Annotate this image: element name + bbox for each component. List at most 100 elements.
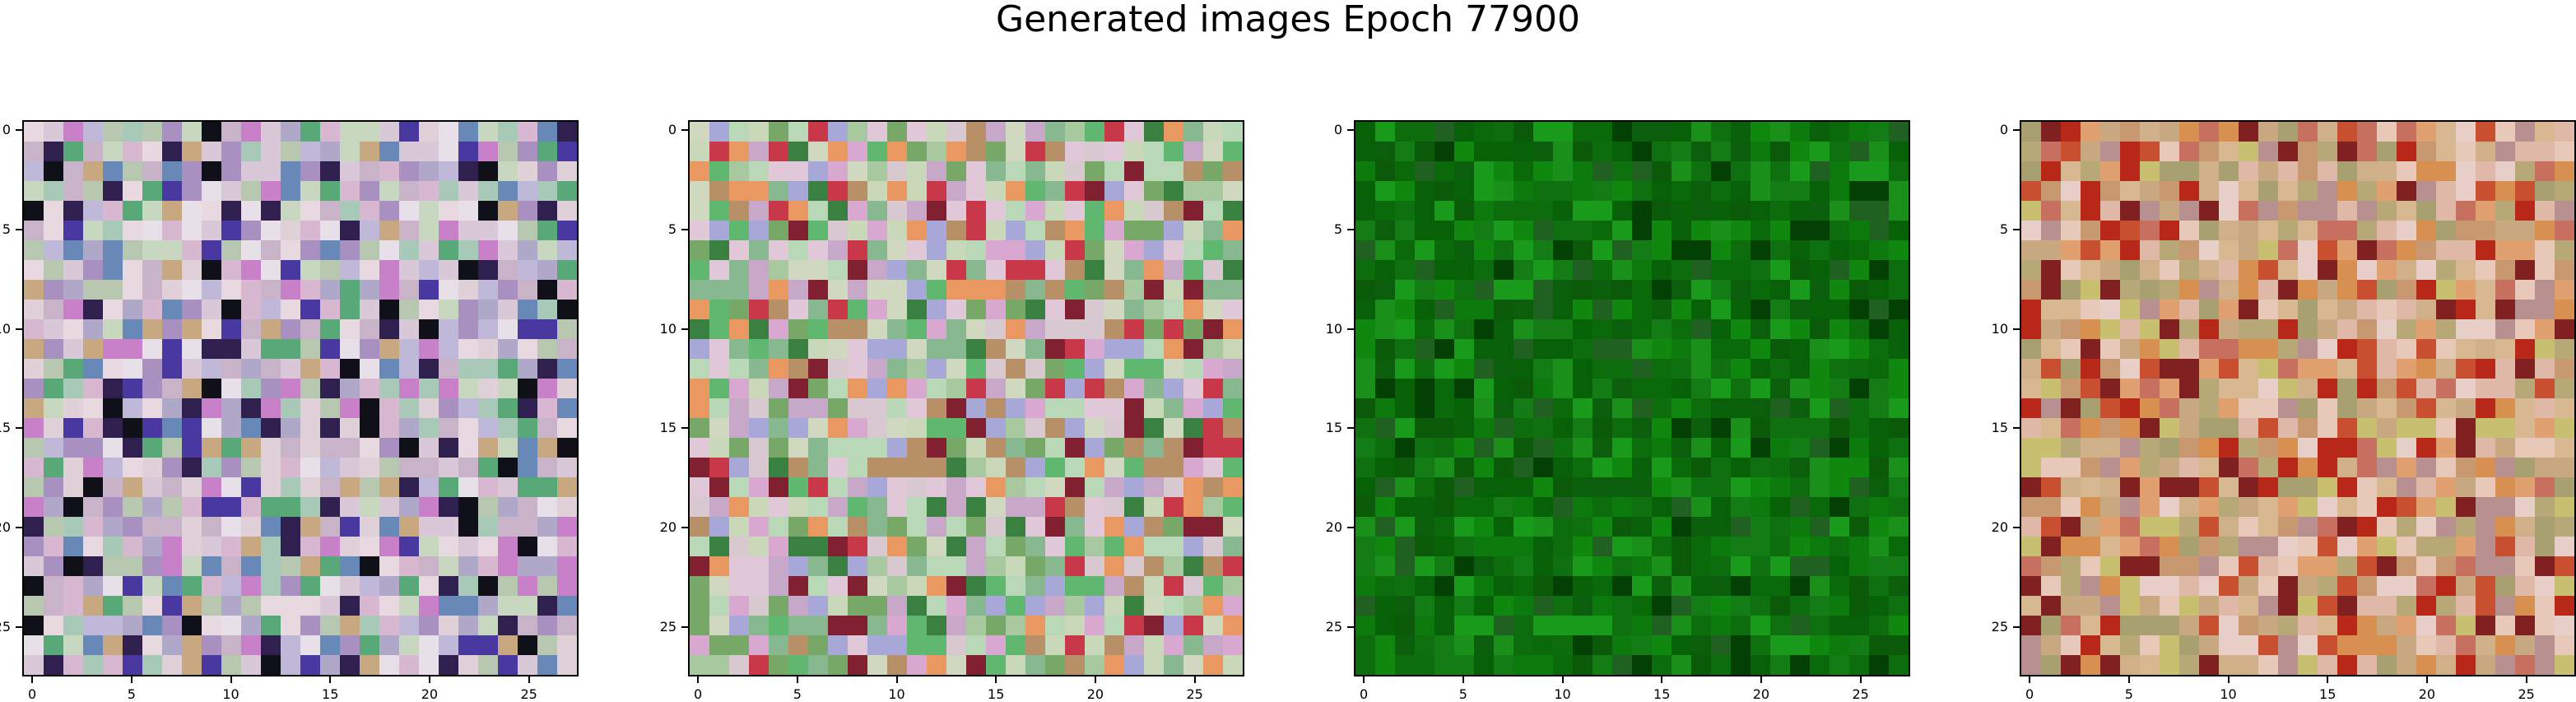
pixel-cell bbox=[1691, 596, 1712, 616]
pixel-cell bbox=[2041, 181, 2062, 202]
x-tick-mark bbox=[428, 676, 430, 683]
pixel-cell bbox=[2041, 339, 2062, 360]
pixel-cell bbox=[202, 122, 222, 142]
pixel-cell bbox=[2416, 418, 2437, 439]
pixel-cell bbox=[1514, 221, 1534, 241]
pixel-cell bbox=[1553, 517, 1574, 537]
pixel-cell bbox=[966, 319, 987, 340]
pixel-cell bbox=[2199, 339, 2220, 360]
pixel-cell bbox=[439, 142, 459, 162]
pixel-cell bbox=[1790, 221, 1811, 241]
pixel-cell bbox=[419, 418, 439, 439]
pixel-cell bbox=[162, 181, 183, 202]
pixel-cell bbox=[1474, 260, 1495, 281]
pixel-cell bbox=[1573, 556, 1593, 577]
pixel-cell bbox=[848, 635, 868, 656]
y-tick-label: 15 bbox=[0, 420, 11, 436]
pixel-cell bbox=[2258, 319, 2279, 340]
pixel-cell bbox=[2555, 240, 2574, 261]
pixel-cell bbox=[769, 359, 789, 379]
pixel-cell bbox=[1223, 181, 1243, 202]
pixel-cell bbox=[1415, 221, 1435, 241]
pixel-cell bbox=[749, 161, 770, 182]
pixel-cell bbox=[1203, 616, 1224, 636]
pixel-cell bbox=[1223, 398, 1243, 419]
pixel-cell bbox=[769, 418, 789, 439]
pixel-cell bbox=[946, 142, 967, 162]
pixel-cell bbox=[24, 201, 44, 221]
pixel-cell bbox=[1652, 537, 1672, 557]
pixel-cell bbox=[1183, 260, 1204, 281]
pixel-cell bbox=[1849, 458, 1870, 478]
pixel-cell bbox=[2120, 240, 2141, 261]
pixel-cell bbox=[2377, 635, 2397, 656]
pixel-cell bbox=[1810, 635, 1830, 656]
pixel-cell bbox=[1164, 319, 1184, 340]
pixel-cell bbox=[498, 319, 518, 340]
pixel-cell bbox=[498, 240, 518, 261]
pixel-cell bbox=[986, 418, 1007, 439]
pixel-cell bbox=[1612, 379, 1633, 399]
pixel-cell bbox=[360, 201, 380, 221]
pixel-cell bbox=[518, 161, 538, 182]
pixel-cell bbox=[2535, 655, 2555, 675]
pixel-cell bbox=[2456, 379, 2476, 399]
pixel-cell bbox=[946, 438, 967, 458]
pixel-cell bbox=[241, 517, 262, 537]
pixel-cell bbox=[828, 418, 849, 439]
pixel-cell bbox=[907, 280, 928, 300]
pixel-cell bbox=[2555, 635, 2574, 656]
pixel-cell bbox=[1751, 260, 1771, 281]
pixel-cell bbox=[1375, 655, 1396, 675]
pixel-cell bbox=[340, 339, 360, 360]
pixel-cell bbox=[2061, 379, 2081, 399]
pixel-cell bbox=[2456, 556, 2476, 577]
pixel-cell bbox=[1849, 576, 1870, 597]
pixel-cell bbox=[2100, 438, 2121, 458]
pixel-cell bbox=[2555, 537, 2574, 557]
pixel-cell bbox=[1124, 576, 1145, 597]
pixel-cell bbox=[537, 596, 558, 616]
pixel-cell bbox=[1144, 596, 1165, 616]
pixel-cell bbox=[24, 438, 44, 458]
pixel-cell bbox=[1514, 300, 1534, 320]
pixel-cell bbox=[24, 477, 44, 498]
pixel-cell bbox=[1085, 379, 1105, 399]
y-tick-label: 25 bbox=[0, 618, 11, 635]
pixel-cell bbox=[2199, 497, 2220, 518]
pixel-cell bbox=[162, 616, 183, 636]
x-tick-label: 5 bbox=[127, 686, 136, 702]
pixel-cell bbox=[1573, 221, 1593, 241]
pixel-cell bbox=[557, 458, 577, 478]
pixel-cell bbox=[2495, 359, 2516, 379]
x-tick-mark bbox=[2327, 676, 2329, 683]
pixel-cell bbox=[867, 260, 888, 281]
pixel-cell bbox=[261, 359, 281, 379]
pixel-cell bbox=[2377, 379, 2397, 399]
image-panel-2: 0 5 10 15 20 25 0 5 10 15 20 25 bbox=[660, 120, 1244, 702]
pixel-cell bbox=[498, 260, 518, 281]
pixel-cell bbox=[2278, 596, 2299, 616]
pixel-cell bbox=[1065, 517, 1086, 537]
pixel-cell bbox=[2081, 596, 2101, 616]
pixel-cell bbox=[1830, 260, 1850, 281]
pixel-cell bbox=[927, 319, 947, 340]
pixel-cell bbox=[946, 418, 967, 439]
pixel-cell bbox=[1025, 556, 1046, 577]
y-tick-mark bbox=[2013, 129, 2020, 132]
pixel-cell bbox=[1632, 438, 1653, 458]
y-tick-label: 15 bbox=[659, 420, 677, 436]
pixel-cell bbox=[44, 616, 64, 636]
pixel-cell bbox=[1183, 379, 1204, 399]
pixel-cell bbox=[828, 339, 849, 360]
pixel-cell bbox=[690, 359, 710, 379]
pixel-cell bbox=[2081, 655, 2101, 675]
pixel-cell bbox=[2515, 240, 2536, 261]
pixel-cell bbox=[1434, 181, 1455, 202]
pixel-cell bbox=[2258, 240, 2279, 261]
pixel-cell bbox=[2061, 556, 2081, 577]
pixel-cell bbox=[887, 616, 908, 636]
pixel-cell bbox=[1830, 497, 1850, 518]
pixel-cell bbox=[419, 300, 439, 320]
pixel-cell bbox=[2436, 635, 2457, 656]
